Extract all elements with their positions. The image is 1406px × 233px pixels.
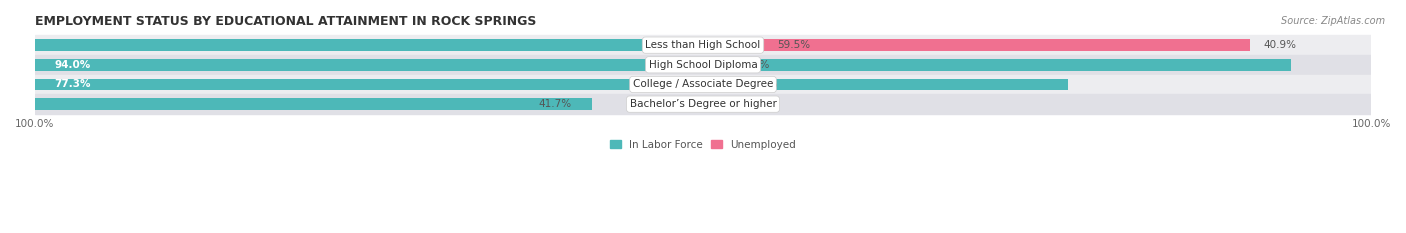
- Bar: [35, 79, 1069, 90]
- Bar: [35, 39, 830, 51]
- Text: 59.5%: 59.5%: [776, 40, 810, 50]
- Bar: [35, 98, 592, 110]
- Text: 40.9%: 40.9%: [1263, 40, 1296, 50]
- Legend: In Labor Force, Unemployed: In Labor Force, Unemployed: [606, 135, 800, 154]
- Text: 94.0%: 94.0%: [55, 60, 91, 70]
- Bar: [703, 59, 730, 71]
- Text: Source: ZipAtlas.com: Source: ZipAtlas.com: [1281, 16, 1385, 26]
- Bar: [703, 79, 738, 90]
- Bar: [35, 94, 1371, 114]
- Text: Bachelor’s Degree or higher: Bachelor’s Degree or higher: [630, 99, 776, 109]
- Text: 2.0%: 2.0%: [744, 60, 769, 70]
- Bar: [35, 59, 1291, 71]
- Text: EMPLOYMENT STATUS BY EDUCATIONAL ATTAINMENT IN ROCK SPRINGS: EMPLOYMENT STATUS BY EDUCATIONAL ATTAINM…: [35, 15, 536, 28]
- Text: High School Diploma: High School Diploma: [648, 60, 758, 70]
- Text: 77.3%: 77.3%: [55, 79, 91, 89]
- Bar: [703, 39, 1250, 51]
- Bar: [35, 75, 1371, 94]
- Text: 2.6%: 2.6%: [751, 79, 778, 89]
- Bar: [35, 55, 1371, 75]
- Text: Less than High School: Less than High School: [645, 40, 761, 50]
- Text: 0.0%: 0.0%: [717, 99, 742, 109]
- Bar: [35, 35, 1371, 55]
- Text: 41.7%: 41.7%: [538, 99, 572, 109]
- Text: College / Associate Degree: College / Associate Degree: [633, 79, 773, 89]
